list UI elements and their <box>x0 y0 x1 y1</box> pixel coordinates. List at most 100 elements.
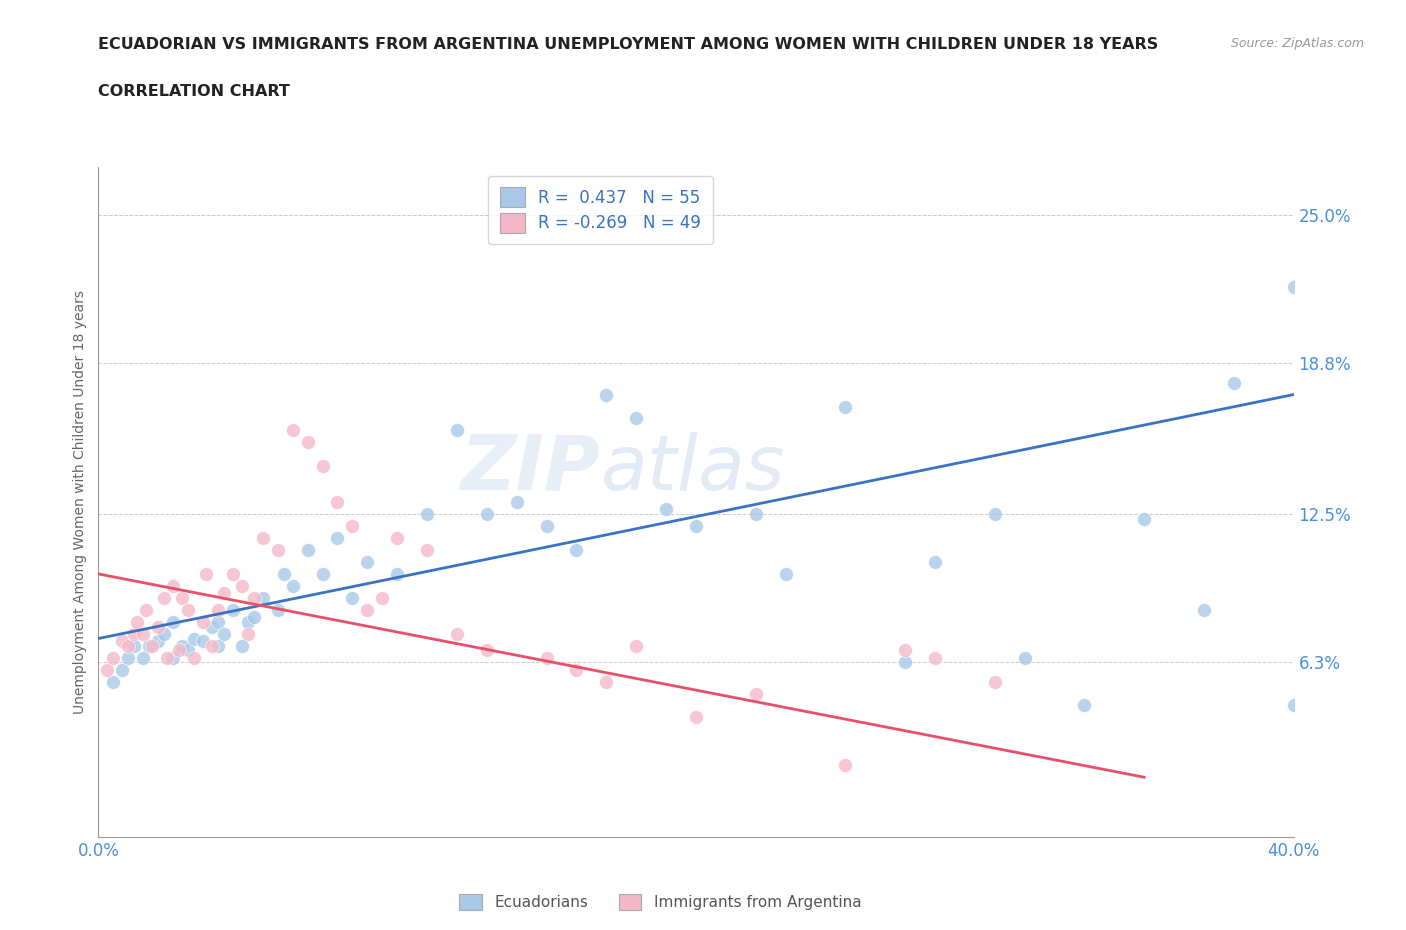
Point <box>141 638 163 653</box>
Point <box>536 519 558 534</box>
Point <box>252 531 274 546</box>
Point <box>416 507 439 522</box>
Point <box>385 566 409 581</box>
Point <box>297 435 319 450</box>
Point <box>281 578 304 593</box>
Text: atlas: atlas <box>600 432 785 506</box>
Point <box>222 566 245 581</box>
Point <box>894 643 917 658</box>
Point <box>162 578 184 593</box>
Point <box>153 626 176 641</box>
Point <box>167 643 190 658</box>
Point <box>201 619 224 634</box>
Point <box>183 650 205 665</box>
Point <box>267 603 290 618</box>
Text: CORRELATION CHART: CORRELATION CHART <box>98 84 290 99</box>
Point <box>1223 375 1246 390</box>
Point <box>103 650 125 665</box>
Point <box>983 507 1005 522</box>
Point <box>207 615 229 630</box>
Point <box>894 655 917 670</box>
Point <box>326 531 349 546</box>
Point <box>356 603 378 618</box>
Point <box>127 615 149 630</box>
Text: ECUADORIAN VS IMMIGRANTS FROM ARGENTINA UNEMPLOYMENT AMONG WOMEN WITH CHILDREN U: ECUADORIAN VS IMMIGRANTS FROM ARGENTINA … <box>98 37 1159 52</box>
Point <box>536 650 558 665</box>
Point <box>132 626 155 641</box>
Point <box>156 650 179 665</box>
Point <box>475 643 498 658</box>
Point <box>326 495 349 510</box>
Point <box>311 458 333 473</box>
Point <box>132 650 155 665</box>
Point <box>267 542 290 557</box>
Point <box>446 626 468 641</box>
Point <box>111 633 134 648</box>
Point <box>506 495 529 510</box>
Point <box>983 674 1005 689</box>
Point <box>1192 603 1215 618</box>
Point <box>153 591 176 605</box>
Point <box>124 638 146 653</box>
Point <box>183 631 205 646</box>
Point <box>342 519 364 534</box>
Point <box>311 566 333 581</box>
Point <box>172 638 194 653</box>
Point <box>207 603 229 618</box>
Point <box>356 554 378 569</box>
Point <box>273 566 295 581</box>
Point <box>222 603 245 618</box>
Point <box>624 638 647 653</box>
Point <box>243 609 266 624</box>
Point <box>924 650 946 665</box>
Point <box>162 615 184 630</box>
Point <box>191 615 214 630</box>
Point <box>924 554 946 569</box>
Point <box>1073 698 1095 713</box>
Point <box>446 423 468 438</box>
Point <box>371 591 394 605</box>
Y-axis label: Unemployment Among Women with Children Under 18 years: Unemployment Among Women with Children U… <box>73 290 87 714</box>
Point <box>148 619 170 634</box>
Point <box>775 566 797 581</box>
Point <box>475 507 498 522</box>
Point <box>231 638 253 653</box>
Point <box>252 591 274 605</box>
Point <box>111 662 134 677</box>
Point <box>194 566 218 581</box>
Point <box>135 603 157 618</box>
Point <box>595 387 617 402</box>
Point <box>565 542 588 557</box>
Point <box>212 626 235 641</box>
Point <box>191 633 214 648</box>
Point <box>745 507 768 522</box>
Point <box>685 519 707 534</box>
Point <box>177 603 200 618</box>
Point <box>685 710 707 724</box>
Point <box>162 650 184 665</box>
Point <box>624 411 647 426</box>
Point <box>207 638 229 653</box>
Point <box>595 674 617 689</box>
Point <box>231 578 253 593</box>
Point <box>117 650 139 665</box>
Point <box>834 758 856 773</box>
Point <box>745 686 768 701</box>
Point <box>96 662 118 677</box>
Point <box>201 638 224 653</box>
Point <box>281 423 304 438</box>
Point <box>177 643 200 658</box>
Point <box>385 531 409 546</box>
Point <box>655 502 678 517</box>
Point <box>117 638 139 653</box>
Point <box>297 542 319 557</box>
Point <box>212 586 235 601</box>
Point <box>565 662 588 677</box>
Point <box>342 591 364 605</box>
Point <box>138 638 160 653</box>
Point <box>124 626 146 641</box>
Point <box>1282 698 1305 713</box>
Point <box>172 591 194 605</box>
Text: ZIP: ZIP <box>461 432 600 506</box>
Point <box>1282 280 1305 295</box>
